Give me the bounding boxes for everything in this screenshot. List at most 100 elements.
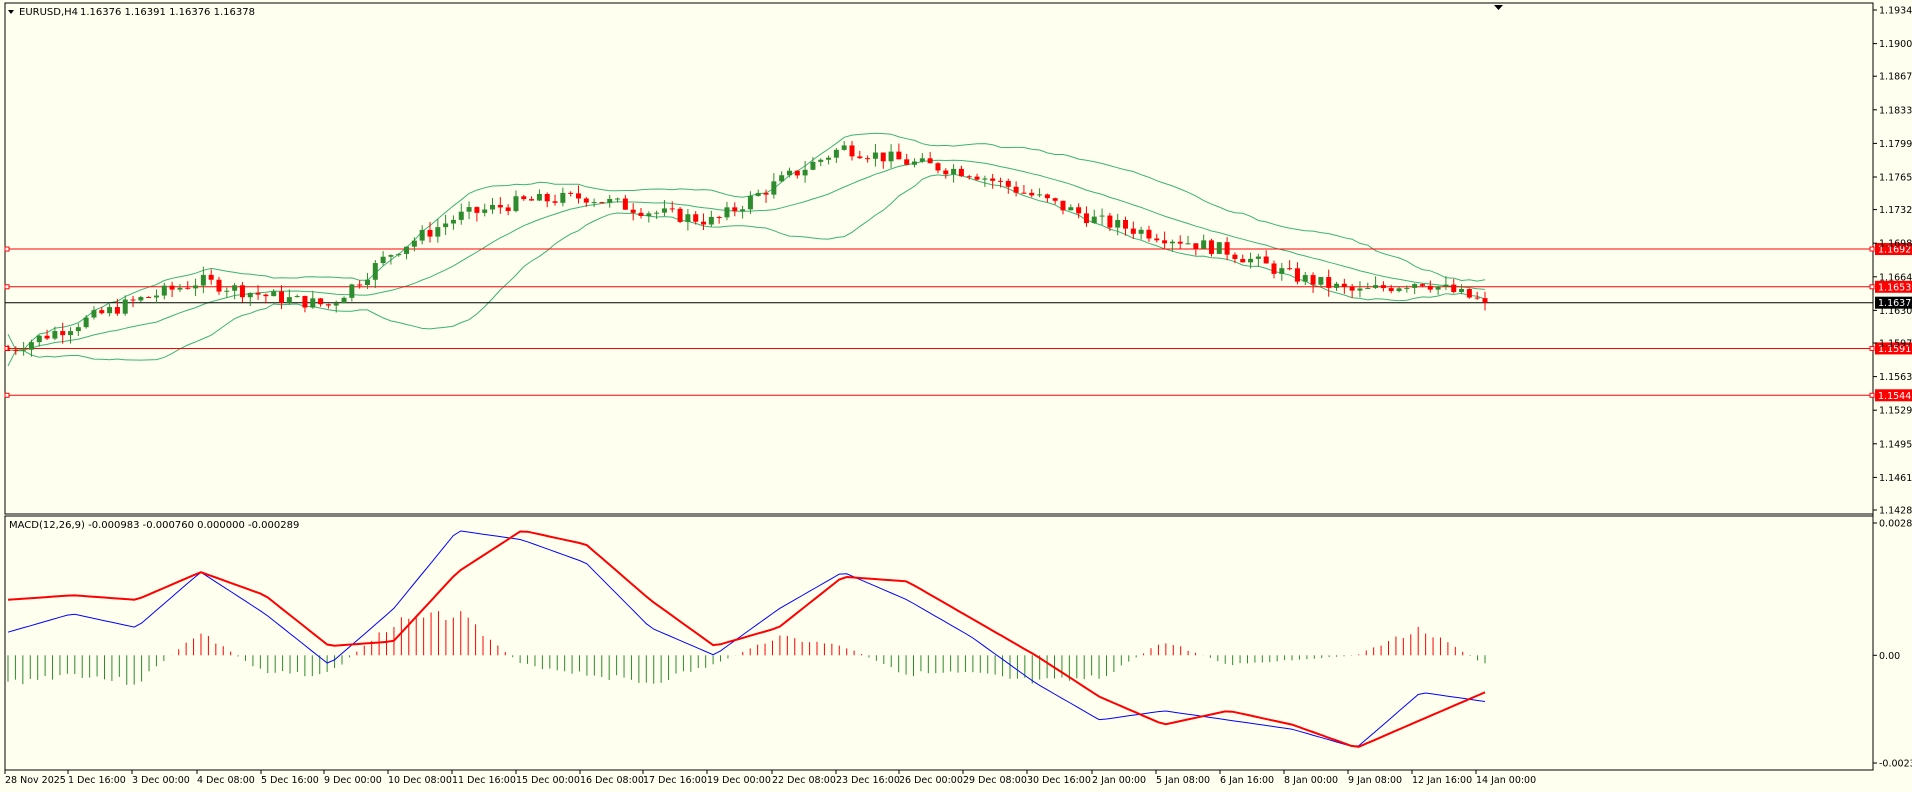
bull-candle — [435, 227, 441, 237]
level-price-label: 1.15915 — [1878, 344, 1912, 355]
bollinger-bands — [7, 132, 1486, 367]
time-tick-label: 30 Dec 16:00 — [1027, 775, 1091, 786]
price-tick-label: 1.15290 — [1879, 406, 1912, 417]
time-tick-label: 14 Jan 00:00 — [1476, 775, 1536, 786]
bear-candle — [185, 287, 191, 289]
bear-candle — [1013, 186, 1019, 193]
bear-candle — [865, 158, 871, 160]
line-handle[interactable] — [4, 246, 10, 252]
bull-candle — [771, 181, 777, 195]
bear-candle — [5, 349, 11, 351]
bear-candle — [1005, 180, 1011, 187]
price-tick-label: 1.16640 — [1879, 272, 1912, 283]
bull-candle — [1115, 220, 1121, 228]
bull-candle — [708, 216, 714, 225]
chart-shift-marker-icon[interactable] — [1494, 5, 1503, 10]
time-tick-label: 9 Jan 08:00 — [1348, 775, 1402, 786]
line-handle[interactable] — [1869, 392, 1875, 398]
bear-candle — [1060, 200, 1066, 211]
time-tick-label: 28 Nov 2025 — [5, 775, 66, 786]
bear-candle — [701, 221, 707, 225]
bear-candle — [318, 298, 324, 305]
price-tick-label: 1.17650 — [1879, 172, 1912, 183]
bull-candle — [1443, 284, 1449, 287]
bear-candle — [1466, 289, 1472, 298]
bull-candle — [271, 291, 277, 297]
macd-indicator — [7, 530, 1486, 748]
bear-candle — [1208, 240, 1214, 254]
bull-candle — [1169, 241, 1175, 244]
bear-candle — [1263, 256, 1269, 264]
bollinger-lower-band — [7, 173, 1486, 367]
line-handle[interactable] — [1869, 345, 1875, 351]
triangle-down-icon[interactable] — [8, 10, 14, 14]
price-tick-label: 1.15970 — [1879, 339, 1912, 350]
bull-candle — [1302, 275, 1308, 282]
bear-candle — [622, 198, 628, 210]
line-handle[interactable] — [4, 392, 10, 398]
bear-candle — [1380, 285, 1386, 289]
price-tick-label: 1.19000 — [1879, 39, 1912, 50]
bull-candle — [247, 293, 253, 298]
bear-candle — [1271, 263, 1277, 274]
bear-candle — [1193, 243, 1199, 249]
bear-candle — [880, 152, 886, 162]
bull-candle — [380, 256, 386, 264]
bear-candle — [497, 204, 503, 208]
current-price-label: 1.16378 — [1878, 298, 1912, 309]
bull-candle — [28, 342, 34, 350]
time-axis: 28 Nov 2025 1 Dec 16:00 3 Dec 00:00 4 Dec 0… — [4, 770, 1536, 786]
line-handle[interactable] — [4, 284, 10, 290]
bull-candle — [1334, 283, 1340, 288]
line-handle[interactable] — [1869, 246, 1875, 252]
bull-candle — [75, 327, 81, 332]
bear-candle — [239, 285, 245, 298]
bull-candle — [951, 168, 957, 175]
bear-candle — [146, 297, 152, 299]
line-handle[interactable] — [1869, 284, 1875, 290]
bull-candle — [1216, 242, 1222, 254]
bull-candle — [396, 253, 402, 256]
bear-candle — [1232, 254, 1238, 259]
bull-candle — [1068, 207, 1074, 211]
macd-pane[interactable] — [4, 515, 1874, 771]
bear-candle — [529, 199, 535, 201]
bull-candle — [490, 204, 496, 210]
bear-candle — [599, 202, 605, 204]
bull-candle — [1255, 256, 1261, 259]
bull-candle — [333, 303, 339, 306]
bull-candle — [404, 246, 410, 254]
bull-candle — [747, 195, 753, 210]
price-pane[interactable] — [4, 2, 1874, 515]
bear-candle — [60, 331, 66, 336]
bear-candle — [943, 170, 949, 175]
bear-candle — [208, 274, 214, 280]
bear-candle — [427, 229, 433, 237]
bull-candle — [560, 192, 566, 203]
bull-candle — [826, 157, 832, 160]
bull-candle — [1091, 216, 1097, 224]
bull-candle — [286, 297, 292, 303]
bear-candle — [1388, 288, 1394, 292]
bull-candle — [1412, 284, 1418, 288]
bull-candle — [1099, 215, 1105, 217]
bull-candle — [450, 219, 456, 224]
macd-axis: 0.002862 0.00 -0.00233 — [1873, 519, 1912, 770]
bear-candle — [927, 158, 933, 164]
bull-candle — [161, 285, 167, 296]
bear-candle — [1123, 220, 1129, 229]
bear-candle — [1427, 285, 1433, 290]
price-tick-label: 1.14950 — [1879, 439, 1912, 450]
macd-tick-label: 0.002862 — [1879, 519, 1912, 530]
bear-candle — [1326, 277, 1332, 288]
bear-candle — [896, 151, 902, 160]
time-tick-label: 9 Dec 00:00 — [324, 775, 382, 786]
bull-candle — [1037, 194, 1043, 196]
bear-candle — [568, 192, 574, 194]
bull-candle — [1459, 289, 1465, 292]
bollinger-middle-band — [7, 159, 1486, 351]
bull-candle — [411, 240, 417, 247]
